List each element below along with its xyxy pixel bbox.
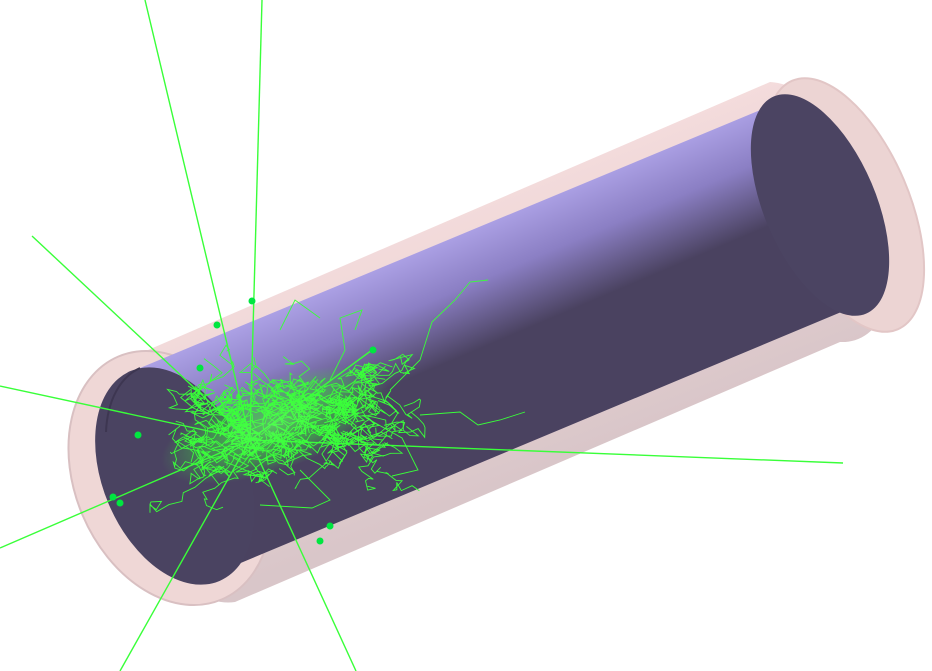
track-point	[134, 431, 142, 439]
shower-track	[329, 309, 363, 381]
shower-track	[357, 442, 404, 491]
shower-track	[383, 411, 426, 439]
shower-track	[389, 279, 489, 391]
track-point	[116, 499, 124, 507]
track-point	[316, 537, 324, 545]
shower-core	[161, 366, 389, 484]
shower-track	[419, 411, 526, 426]
shower-track	[259, 469, 331, 509]
straight-track	[249, 439, 357, 671]
shower-track	[364, 442, 420, 492]
shower-track	[196, 344, 235, 396]
straight-track	[249, 0, 263, 441]
shower-track	[373, 353, 414, 390]
shower-track	[327, 434, 377, 454]
track-point	[213, 321, 221, 329]
track-point	[326, 522, 334, 530]
track-point	[196, 364, 204, 372]
track-point	[248, 297, 256, 305]
shower-track	[369, 419, 419, 477]
track-point	[369, 346, 377, 354]
track-points	[109, 297, 377, 545]
shower-track	[166, 386, 223, 414]
shower-track	[386, 395, 421, 419]
track-point	[109, 493, 117, 501]
shower-track	[279, 299, 321, 331]
straight-track	[144, 0, 251, 441]
